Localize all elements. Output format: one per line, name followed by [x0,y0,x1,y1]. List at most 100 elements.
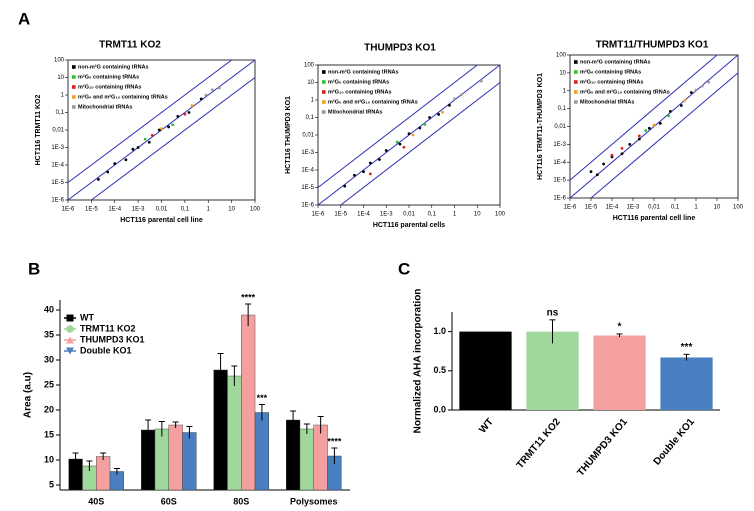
reference-line [569,54,739,199]
legend-label: m²G₆ and m²G₁₀ containing tRNAs [580,88,670,95]
x-tick-label: 1 [453,212,457,218]
y-tick-label: 25 [44,379,54,389]
data-point [637,134,641,138]
y-axis-label: HCT116 TRMT11 KO2 [35,94,42,165]
data-point [652,123,656,127]
data-point [637,137,641,141]
bar [213,369,228,491]
data-point [147,140,151,144]
y-axis-label: Area (a.u) [23,372,34,418]
data-point [167,125,170,129]
chart-title: TRMT11/THUMPD3 KO1 [596,40,709,51]
legend-label: m²G₆ containing tRNAs [328,78,389,85]
data-point [210,88,214,92]
y-tick-label: 1E-4 [553,160,566,166]
legend-marker [72,65,76,69]
bar [593,335,646,410]
bar [154,428,169,491]
x-tick-label: 1 [207,207,211,213]
reference-line [91,77,256,201]
y-tick-label: 100 [556,53,567,59]
y-tick-label: 1E-3 [553,142,566,148]
y-tick-label: 1 [563,88,567,94]
y-tick-label: 10 [44,454,54,464]
legend-marker [322,90,326,94]
data-point [418,126,422,130]
data-point [183,112,187,116]
legend-label: m²G₁₀ containing tRNAs [580,78,643,85]
x-tick-label: 1E-4 [357,212,370,218]
x-tick-label: Double KO1 [652,416,697,467]
legend-label: non-m²G containing tRNAs [328,68,399,75]
x-tick-label: 10 [228,207,235,213]
y-tick-label: 0,01 [302,133,314,139]
bar [182,432,197,491]
y-tick-label: 40 [44,304,54,314]
x-tick-label: 1E-5 [334,212,347,218]
significance-label: *** [257,393,268,403]
data-point [160,127,163,131]
y-tick-label: 0,1 [306,115,315,121]
data-point [437,113,440,116]
y-tick-label: 0.0 [433,404,446,414]
data-point [411,133,415,137]
data-point [707,80,711,84]
data-point [610,153,614,157]
reference-line [67,59,232,183]
data-point [423,123,427,126]
x-tick-label: 1E-6 [62,207,75,213]
data-point [679,104,683,107]
x-tick-label: 1E-5 [585,205,598,211]
legend-label: Mitochondrial tRNAs [328,109,382,115]
bar [286,419,301,491]
y-tick-label: 1.0 [433,326,446,336]
y-tick-label: 1E-4 [301,168,314,174]
y-tick-label: 10 [57,75,64,81]
x-tick-label: 0,01 [648,205,660,211]
bar [459,331,512,410]
data-point [595,173,599,177]
data-point [218,86,221,90]
x-tick-label: 1E-3 [627,205,640,211]
x-tick-label: TRMT11 KO2 [515,416,563,471]
data-point [378,158,381,161]
legend-label: m²G₆ and m²G₁₀ containing tRNAs [328,98,418,105]
y-tick-label: 1E-6 [301,203,314,209]
legend-marker [574,100,578,104]
data-point [124,158,128,162]
y-tick-label: 5 [49,479,54,489]
data-point [479,79,483,83]
y-tick-label: 1 [311,98,315,104]
data-point [97,178,100,181]
data-point [368,172,372,176]
x-tick-label: 0,01 [403,212,415,218]
legend-label: Mitochondrial tRNAs [78,104,132,110]
data-point [402,145,406,149]
legend-marker [574,70,578,74]
legend-marker [66,325,74,333]
x-tick-label: 100 [495,212,506,218]
x-tick-label: 80S [233,496,249,506]
y-tick-label: 1E-5 [553,178,566,184]
y-tick-label: 1E-6 [51,198,64,204]
legend-marker [574,60,578,64]
x-tick-label: 1E-3 [132,207,145,213]
legend-marker [66,336,74,344]
data-point [395,140,399,144]
y-tick-label: 100 [304,63,315,69]
data-point [131,147,135,151]
reference-line [317,64,478,188]
y-tick-label: 0,01 [554,124,566,130]
legend-label: Double KO1 [80,345,132,355]
x-tick-label: 1E-5 [85,207,98,213]
bar [168,424,183,491]
reference-line [590,72,739,199]
x-tick-label: 0,01 [156,207,168,213]
significance-label: ns [547,307,559,318]
legend-marker [72,75,76,79]
data-point [398,142,402,146]
y-tick-label: 35 [44,329,54,339]
data-point [384,149,388,152]
significance-label: * [618,322,622,333]
x-tick-label: 1E-4 [606,205,619,211]
